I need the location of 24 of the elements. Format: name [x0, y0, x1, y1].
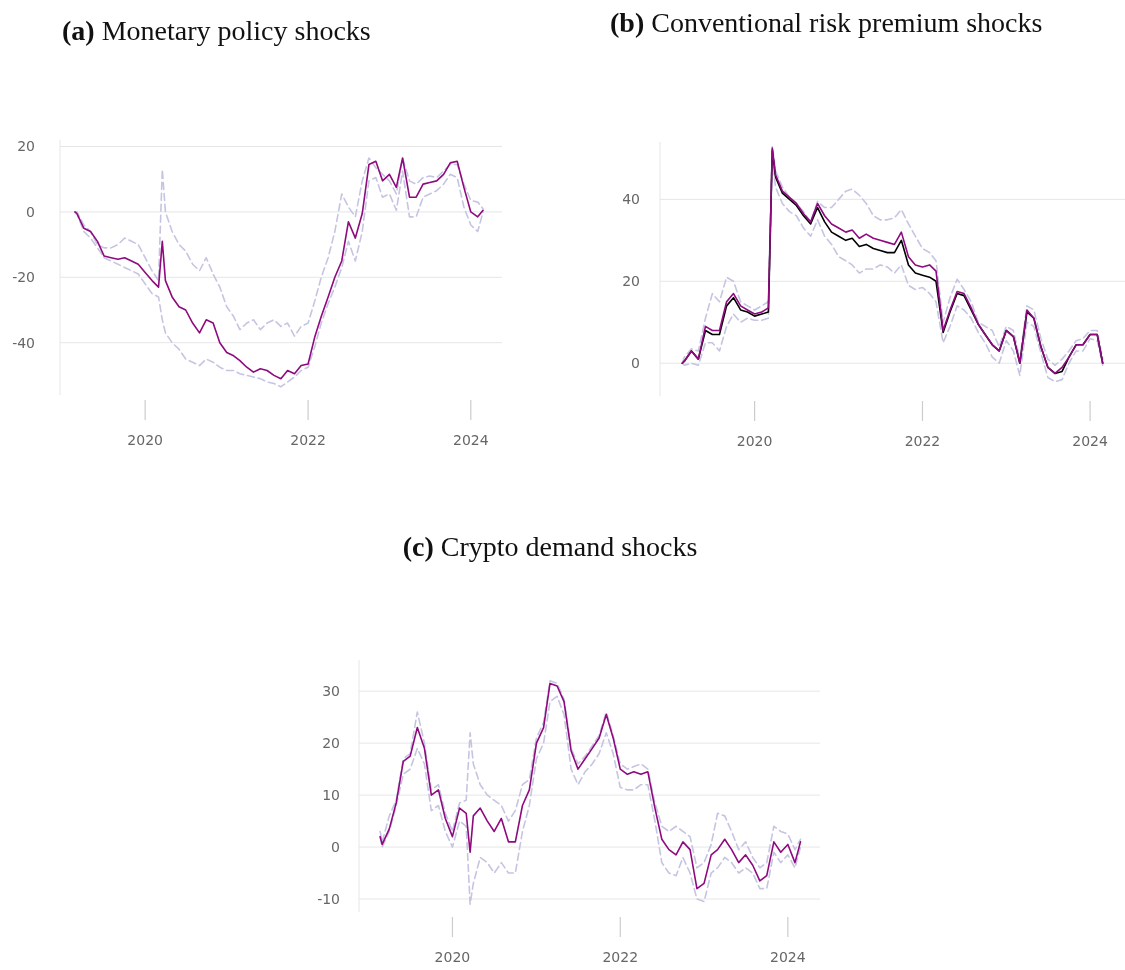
y-tick-label: 10: [322, 786, 340, 803]
y-tick-label: 0: [331, 838, 340, 855]
y-tick-label: 20: [322, 735, 340, 752]
x-tick-label: 2022: [602, 949, 639, 965]
x-tick-label: 2020: [434, 949, 471, 965]
y-tick-label: 0: [26, 203, 35, 220]
chart-title: (b) Conventional risk premium shocks: [610, 7, 1043, 38]
y-tick-label: -40: [12, 334, 35, 351]
y-tick-label: 0: [631, 355, 640, 372]
chart-title: (c) Crypto demand shocks: [402, 531, 698, 562]
x-tick-label: 2024: [452, 432, 489, 448]
y-tick-label: 20: [622, 273, 640, 290]
y-tick-label: 40: [622, 191, 640, 208]
y-tick-label: -10: [317, 890, 340, 907]
x-tick-label: 2020: [127, 432, 163, 448]
y-tick-label: 20: [17, 138, 35, 155]
y-tick-label: 30: [322, 683, 340, 700]
x-tick-label: 2022: [290, 432, 326, 448]
x-tick-label: 2022: [904, 433, 941, 449]
y-tick-label: -20: [12, 269, 35, 286]
x-tick-label: 2024: [770, 949, 806, 965]
x-tick-label: 2024: [1072, 433, 1108, 449]
chart-title: (a) Monetary policy shocks: [62, 15, 371, 46]
x-tick-label: 2020: [736, 433, 773, 449]
